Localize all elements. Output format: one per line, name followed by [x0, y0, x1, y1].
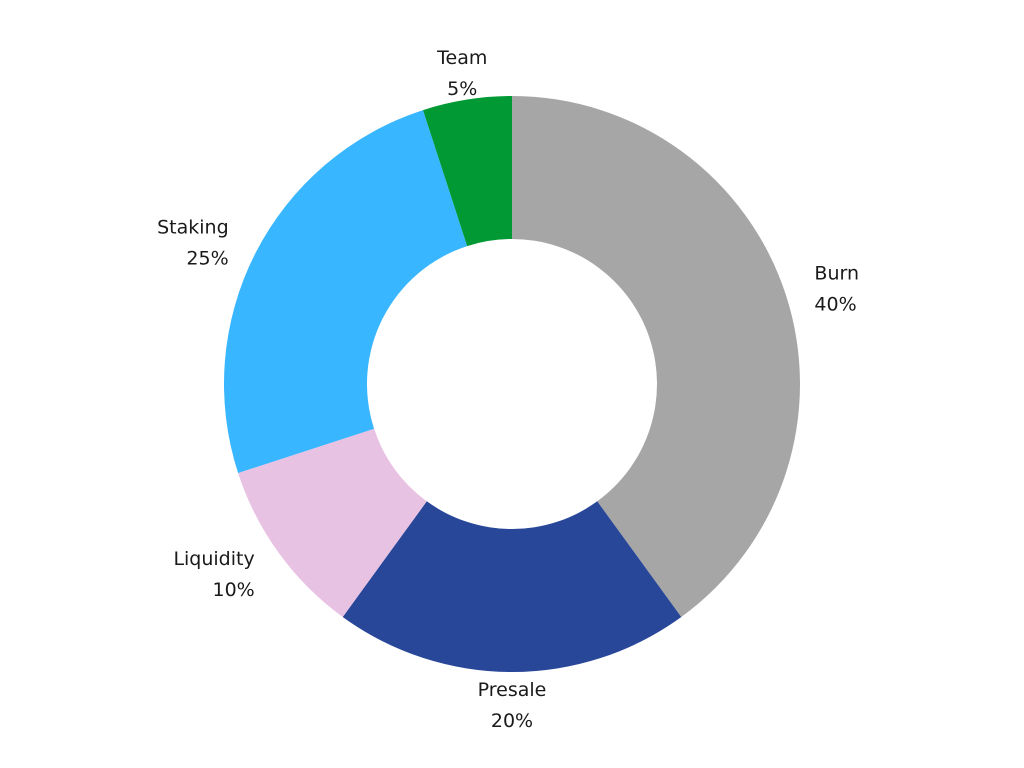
slice-label-liquidity: Liquidity 10%	[173, 548, 254, 601]
slice-name: Team	[436, 47, 487, 69]
slice-name: Staking	[157, 217, 229, 239]
slice-value: 25%	[186, 248, 228, 270]
slice-label-presale: Presale 20%	[478, 679, 547, 732]
slice-presale	[342, 501, 682, 672]
slice-value: 5%	[447, 78, 477, 100]
slice-label-staking: Staking 25%	[157, 217, 229, 270]
slice-liquidity	[238, 428, 427, 617]
slice-label-team: Team 5%	[436, 47, 487, 100]
slice-staking	[224, 110, 468, 473]
slice-value: 20%	[491, 710, 533, 732]
slice-team	[423, 96, 512, 247]
slice-name: Presale	[478, 679, 547, 701]
slice-value: 40%	[814, 294, 856, 316]
chart-slices	[224, 96, 801, 672]
slice-value: 10%	[212, 579, 254, 601]
slice-label-burn: Burn 40%	[814, 263, 859, 316]
slice-name: Liquidity	[173, 548, 254, 570]
slice-name: Burn	[814, 263, 859, 285]
slice-burn	[512, 96, 801, 617]
chart-labels: Burn 40% Presale 20% Liquidity 10% Staking 25% T…	[157, 47, 859, 732]
